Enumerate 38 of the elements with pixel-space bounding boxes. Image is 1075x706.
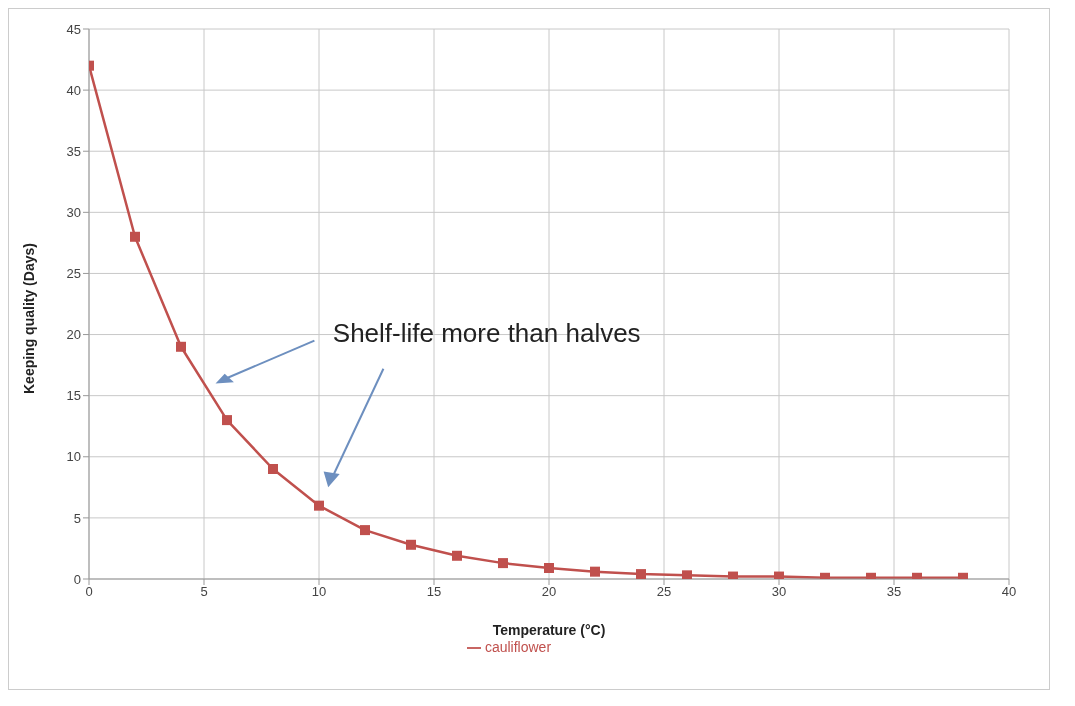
- y-axis-title: Keeping quality (Days): [20, 243, 37, 394]
- point: [360, 525, 370, 536]
- y-tick-label: 35: [66, 143, 81, 159]
- y-tick-label: 30: [66, 204, 81, 220]
- y-tick-label: 25: [66, 266, 81, 282]
- y-tick-label: 0: [73, 571, 81, 587]
- y-tick-label: 15: [66, 388, 81, 404]
- x-tick-label: 25: [656, 584, 672, 600]
- x-tick-label: 30: [771, 584, 787, 600]
- point: [544, 563, 554, 573]
- point: [590, 566, 600, 577]
- point: [452, 550, 462, 561]
- point: [222, 415, 232, 426]
- annotation: Shelf-life more than halves: [332, 317, 641, 348]
- x-tick-label: 10: [311, 584, 327, 600]
- point: [728, 571, 738, 579]
- y-tick-label: 20: [66, 327, 81, 343]
- point: [130, 231, 140, 242]
- x-tick-label: 20: [541, 584, 557, 600]
- x-tick-label: 40: [1001, 584, 1017, 600]
- x-tick-label: 0: [85, 584, 93, 600]
- y-tick-label: 45: [66, 21, 81, 37]
- y-tick-label: 40: [66, 82, 81, 98]
- x-axis-title: Temperature (°C): [492, 622, 606, 638]
- x-tick-label: 15: [426, 584, 442, 600]
- point: [314, 500, 324, 511]
- legend-label: cauliflower: [484, 639, 552, 655]
- point: [636, 569, 646, 579]
- point: [498, 558, 508, 569]
- y-tick-label: 10: [66, 449, 81, 465]
- x-tick-label: 5: [200, 584, 208, 600]
- y-tick-label: 5: [73, 510, 81, 526]
- point: [774, 571, 784, 579]
- point: [406, 539, 416, 550]
- x-tick-label: 35: [886, 584, 902, 600]
- point: [682, 570, 692, 579]
- point: [176, 341, 186, 352]
- point: [268, 464, 278, 474]
